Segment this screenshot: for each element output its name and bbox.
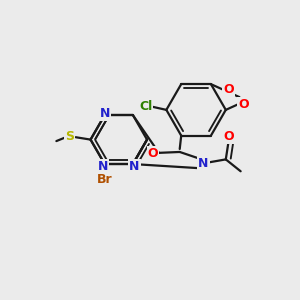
Text: N: N <box>100 107 110 120</box>
Text: O: O <box>148 147 158 160</box>
Text: N: N <box>129 160 140 173</box>
Text: Cl: Cl <box>139 100 152 113</box>
Text: S: S <box>65 130 74 143</box>
Text: O: O <box>238 98 249 111</box>
Text: Br: Br <box>97 173 112 186</box>
Text: N: N <box>98 160 108 173</box>
Text: O: O <box>224 83 234 96</box>
Text: O: O <box>224 130 234 143</box>
Text: N: N <box>198 158 209 170</box>
